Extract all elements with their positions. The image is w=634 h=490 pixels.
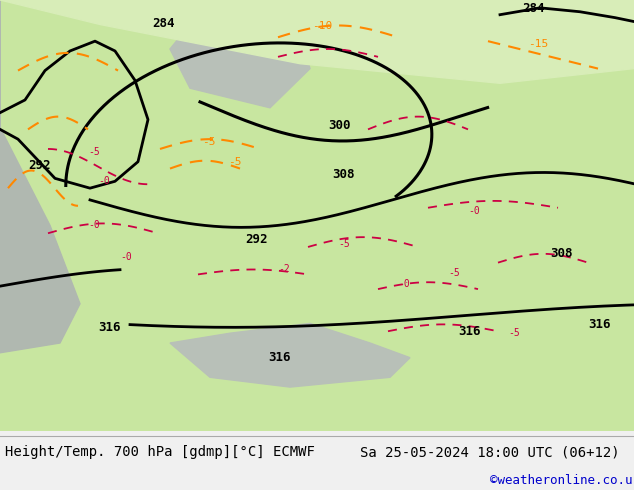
Text: 300: 300 <box>328 120 351 132</box>
Text: -0: -0 <box>398 279 410 289</box>
Text: Height/Temp. 700 hPa [gdmp][°C] ECMWF: Height/Temp. 700 hPa [gdmp][°C] ECMWF <box>5 445 315 459</box>
Text: 308: 308 <box>332 169 354 181</box>
Text: 292: 292 <box>28 159 51 171</box>
Text: 316: 316 <box>588 318 611 331</box>
Text: -0: -0 <box>88 220 100 230</box>
Text: -0: -0 <box>98 176 110 186</box>
Text: -5: -5 <box>202 137 216 147</box>
Text: -2: -2 <box>278 265 290 274</box>
Polygon shape <box>0 0 634 83</box>
Text: Sa 25-05-2024 18:00 UTC (06+12): Sa 25-05-2024 18:00 UTC (06+12) <box>360 445 619 459</box>
Text: -15: -15 <box>528 39 548 49</box>
Text: -5: -5 <box>228 157 242 167</box>
Text: -5: -5 <box>88 147 100 157</box>
Polygon shape <box>170 323 410 387</box>
Text: 316: 316 <box>268 351 290 364</box>
Text: 316: 316 <box>458 325 481 338</box>
Text: -0: -0 <box>468 206 480 216</box>
Text: 284: 284 <box>152 18 174 30</box>
Text: 308: 308 <box>550 247 573 260</box>
Text: 292: 292 <box>245 233 268 246</box>
Polygon shape <box>170 0 310 108</box>
Polygon shape <box>0 0 80 353</box>
Text: -10: -10 <box>312 22 332 31</box>
Text: -0: -0 <box>120 252 132 262</box>
Text: -5: -5 <box>508 328 520 338</box>
Text: -5: -5 <box>338 239 350 249</box>
Text: 284: 284 <box>522 2 545 15</box>
Text: -5: -5 <box>448 269 460 278</box>
Text: ©weatheronline.co.uk: ©weatheronline.co.uk <box>490 473 634 487</box>
Text: 316: 316 <box>98 321 120 334</box>
